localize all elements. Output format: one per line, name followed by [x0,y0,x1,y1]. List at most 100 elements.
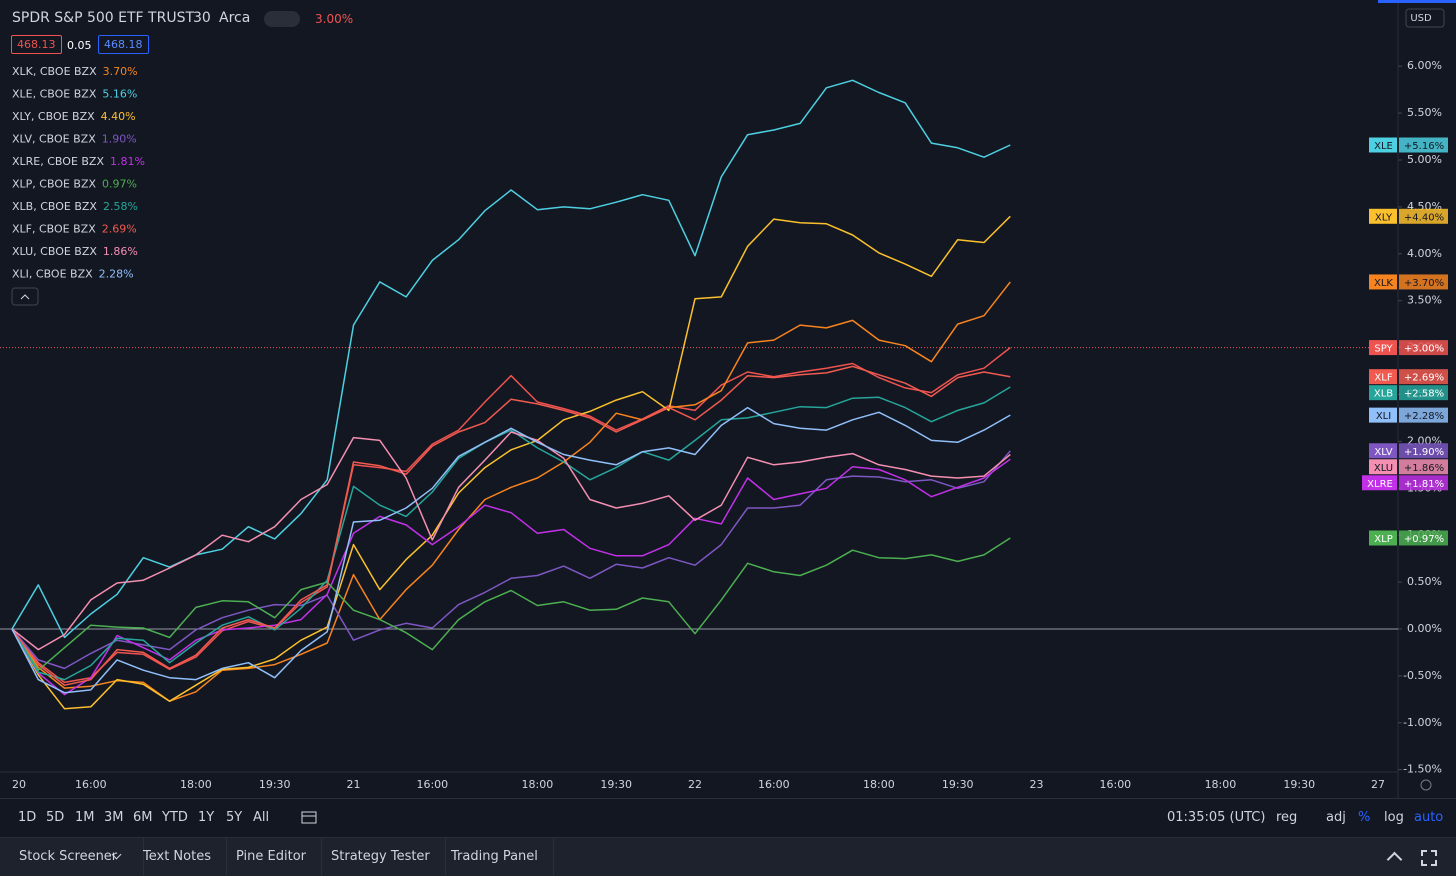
y-tick-label: 5.50% [1407,106,1442,119]
series-line [11,281,1011,702]
x-tick-label: 27 [1371,778,1385,791]
legend-change: 1.86% [103,245,138,258]
visibility-toggle[interactable] [264,11,300,27]
badge-name-bg [1369,340,1397,356]
tab: Text Notes [128,838,227,876]
y-tick-label: 4.00% [1407,247,1442,260]
tab: Stock Screener [4,838,145,876]
tab: Pine Editor [221,838,323,876]
badge-value: +1.90% [1404,447,1444,458]
range-button[interactable]: 6M [133,810,153,825]
badge-value: +2.69% [1404,373,1444,384]
range-button[interactable]: All [253,810,270,825]
y-tick-label: 6.00% [1407,59,1442,72]
badge-value-bg [1399,475,1448,491]
badge-name: XLK [1374,278,1393,289]
legend-name: XLB, CBOE BZX [12,200,97,213]
option-button: log [1384,810,1404,825]
badge-value-bg [1399,208,1448,224]
legend-entry: XLE, CBOE BZX 5.16% [12,88,137,101]
bottom-toolbar: 1D 5D 1M 3M 6M YTD 1Y 5Y All 01:35:05 (UTC) reg a… [0,798,1456,836]
range-button[interactable]: 5D [46,810,65,825]
series-line [11,450,1011,670]
legend-entry: XLF, CBOE BZX 2.69% [12,223,137,236]
badge-name: XLI [1376,411,1391,422]
legend-change: 2.58% [103,200,138,213]
badge-value: +2.28% [1404,411,1444,422]
legend-name: XLK, CBOE BZX [12,65,97,78]
legend-entry: XLP, CBOE BZX 0.97% [12,178,137,191]
badge-name: SPY [1374,344,1393,355]
legend-change: 4.40% [101,110,136,123]
legend-name: XLY, CBOE BZX [12,110,95,123]
badge-name: XLU [1374,463,1393,474]
badge-value: +2.58% [1404,389,1444,400]
badge-name: XLY [1375,212,1393,223]
badge-value: +1.86% [1404,463,1444,474]
legend-entry: XLY, CBOE BZX 4.40% [12,110,136,123]
x-tick-label: 23 [1030,778,1044,791]
series-line [11,215,1011,710]
badge-value: +3.00% [1404,344,1444,355]
x-tick-label: 19:30 [600,778,632,791]
symbol-title: SPDR S&P 500 ETF TRUST [12,10,195,26]
legend-name: XLRE, CBOE BZX [12,155,104,168]
badge-name: XLF [1374,373,1392,384]
badge-name-bg [1362,475,1397,491]
legend-entry: XLRE, CBOE BZX 1.81% [12,155,145,168]
legend-change: 2.28% [99,268,134,281]
spread: 0.05 [67,39,92,52]
badge-name-bg [1369,208,1397,224]
maximize-button[interactable] [1421,850,1437,866]
legend-name: XLE, CBOE BZX [12,88,97,101]
badge-name: XLB [1374,389,1393,400]
badge-name-bg [1369,137,1397,153]
range-button[interactable]: 1Y [198,810,215,825]
x-tick-label: 16:00 [75,778,107,791]
badge-value: +3.70% [1404,278,1444,289]
date-range-icon[interactable] [300,809,318,825]
badge-name-bg [1369,369,1397,385]
y-tick-label: 3.50% [1407,294,1442,307]
legend-change: 1.90% [102,133,137,146]
legend-change: 3.70% [103,65,138,78]
badge-name-bg [1369,274,1397,290]
range-button[interactable]: 5Y [226,810,243,825]
range-button[interactable]: 3M [104,810,124,825]
range-button[interactable]: 1M [75,810,95,825]
x-tick-label: 16:00 [416,778,448,791]
x-tick-label: 18:00 [863,778,895,791]
badge-name-bg [1369,443,1397,459]
legend-change: 5.16% [102,88,137,101]
bottom-tabs: Stock Screener Text Notes Pine Editor Strat… [0,837,1456,876]
legend-entry: XLU, CBOE BZX 1.86% [12,245,138,258]
bid-price: 468.13 [11,35,62,54]
range-button[interactable]: YTD [162,810,188,825]
settings-icon[interactable] [1420,779,1432,791]
x-tick-label: 16:00 [758,778,790,791]
x-tick-label: 18:00 [522,778,554,791]
badge-value: +1.81% [1404,479,1444,490]
badge-value-bg [1399,459,1448,475]
series-line [11,347,1011,684]
legend-change: 1.81% [110,155,145,168]
legend-name: XLV, CBOE BZX [12,133,96,146]
x-tick-label: 19:30 [942,778,974,791]
series-line [11,431,1011,651]
collapse-panel-button[interactable] [1386,851,1403,868]
collapse-icon [20,294,30,300]
badge-value: +4.40% [1404,212,1444,223]
range-button[interactable]: 1D [18,810,37,825]
y-tick-label: 5.00% [1407,153,1442,166]
chart-background [0,0,1456,798]
collapse-legend-button[interactable] [11,287,39,306]
option-button: adj [1326,810,1346,825]
currency-button[interactable] [1405,8,1445,28]
badge-name: XLE [1374,141,1393,152]
badge-value-bg [1399,369,1448,385]
change-percent: 3.00% [315,12,354,26]
legend-name: XLI, CBOE BZX [12,268,93,281]
y-tick-label: -1.50% [1403,763,1442,776]
badge-name-bg [1369,407,1397,423]
x-tick-label: 19:30 [259,778,291,791]
